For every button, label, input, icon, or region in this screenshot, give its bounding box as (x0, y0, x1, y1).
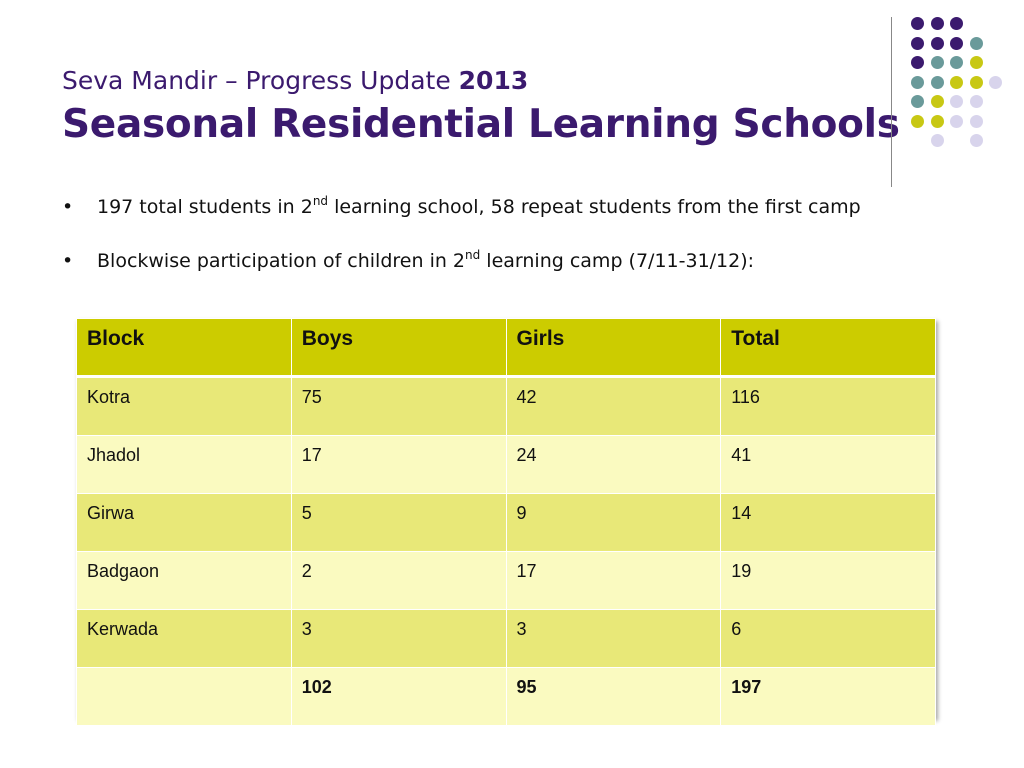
cell-girls-total: 95 (505, 667, 722, 726)
header-boys: Boys (290, 318, 507, 378)
bullet-mark: • (62, 196, 74, 218)
decorative-dot (969, 134, 983, 147)
decorative-dot (911, 36, 924, 50)
decorative-dot (930, 56, 944, 69)
decorative-dot (930, 114, 944, 128)
table-row: Badgaon 2 17 19 (76, 551, 936, 610)
cell-boys: 75 (290, 376, 507, 436)
table-row: Kotra 75 42 116 (76, 376, 936, 436)
cell-girls: 3 (505, 609, 722, 668)
table-row: Kerwada 3 3 6 (76, 609, 936, 668)
table-row: Girwa 5 9 14 (76, 493, 936, 552)
decorative-dot (930, 134, 944, 147)
cell-total: 41 (720, 435, 936, 494)
decorative-dot (930, 36, 944, 50)
bullet-list: • 197 total students in 2nd learning sch… (62, 194, 942, 304)
decorative-dot (950, 75, 963, 89)
decorative-dot (930, 75, 944, 89)
cell-total: 14 (720, 493, 936, 552)
cell-boys: 17 (290, 435, 507, 494)
decorative-dot (930, 17, 944, 30)
cell-block: Kerwada (76, 609, 292, 668)
table-header-row: Block Boys Girls Total (76, 318, 936, 378)
decorative-dot (969, 56, 983, 69)
decorative-dot (911, 17, 924, 30)
decorative-dot (930, 95, 944, 108)
cell-total: 116 (720, 376, 936, 436)
decorative-dot (911, 114, 924, 128)
table-total-row: 102 95 197 (76, 667, 936, 726)
decorative-dot (911, 75, 924, 89)
subtitle-year: 2013 (458, 66, 529, 95)
cell-block: Jhadol (76, 435, 292, 494)
cell-total: 6 (720, 609, 936, 668)
header-block: Block (76, 318, 292, 378)
cell-block: Badgaon (76, 551, 292, 610)
decorative-dot (950, 114, 963, 128)
cell-boys-total: 102 (290, 667, 507, 726)
participation-table: Block Boys Girls Total Kotra 75 42 116 J… (76, 318, 936, 726)
header-girls: Girls (505, 318, 722, 378)
decorative-dot (969, 114, 983, 128)
cell-girls: 17 (505, 551, 722, 610)
cell-block: Kotra (76, 376, 292, 436)
bullet-mark: • (62, 250, 74, 272)
decorative-dot (950, 17, 963, 30)
cell-girls: 9 (505, 493, 722, 552)
header-total: Total (720, 318, 936, 378)
cell-boys: 3 (290, 609, 507, 668)
decorative-dot (950, 36, 963, 50)
cell-girls: 42 (505, 376, 722, 436)
bullet-item: • Blockwise participation of children in… (62, 248, 942, 278)
bullet-superscript: nd (465, 248, 481, 262)
cell-boys: 2 (290, 551, 507, 610)
decorative-dot (969, 75, 983, 89)
divider-line (891, 17, 892, 187)
bullet-text-end: learning camp (7/11-31/12): (480, 250, 755, 272)
decorative-dot (989, 75, 1002, 89)
cell-block (76, 667, 292, 726)
bullet-item: • 197 total students in 2nd learning sch… (62, 194, 942, 224)
participation-table-container: Block Boys Girls Total Kotra 75 42 116 J… (76, 318, 936, 726)
table-row: Jhadol 17 24 41 (76, 435, 936, 494)
presentation-subtitle: Seva Mandir – Progress Update 2013 (62, 66, 528, 95)
bullet-text-start: 197 total students in 2 (97, 196, 313, 218)
cell-total: 19 (720, 551, 936, 610)
bullet-text-start: Blockwise participation of children in 2 (97, 250, 466, 272)
decorative-dot (969, 36, 983, 50)
cell-grand-total: 197 (720, 667, 936, 726)
decorative-dot (911, 95, 924, 108)
cell-girls: 24 (505, 435, 722, 494)
cell-boys: 5 (290, 493, 507, 552)
bullet-superscript: nd (312, 194, 329, 208)
slide-title: Seasonal Residential Learning Schools (62, 102, 900, 147)
decorative-dot (969, 95, 983, 108)
bullet-text-end: learning school, 58 repeat students from… (328, 196, 861, 218)
subtitle-prefix: Seva Mandir – Progress Update (62, 66, 459, 95)
cell-block: Girwa (76, 493, 292, 552)
decorative-dot (911, 56, 924, 69)
decorative-dot (950, 95, 963, 108)
decorative-dot (950, 56, 963, 69)
